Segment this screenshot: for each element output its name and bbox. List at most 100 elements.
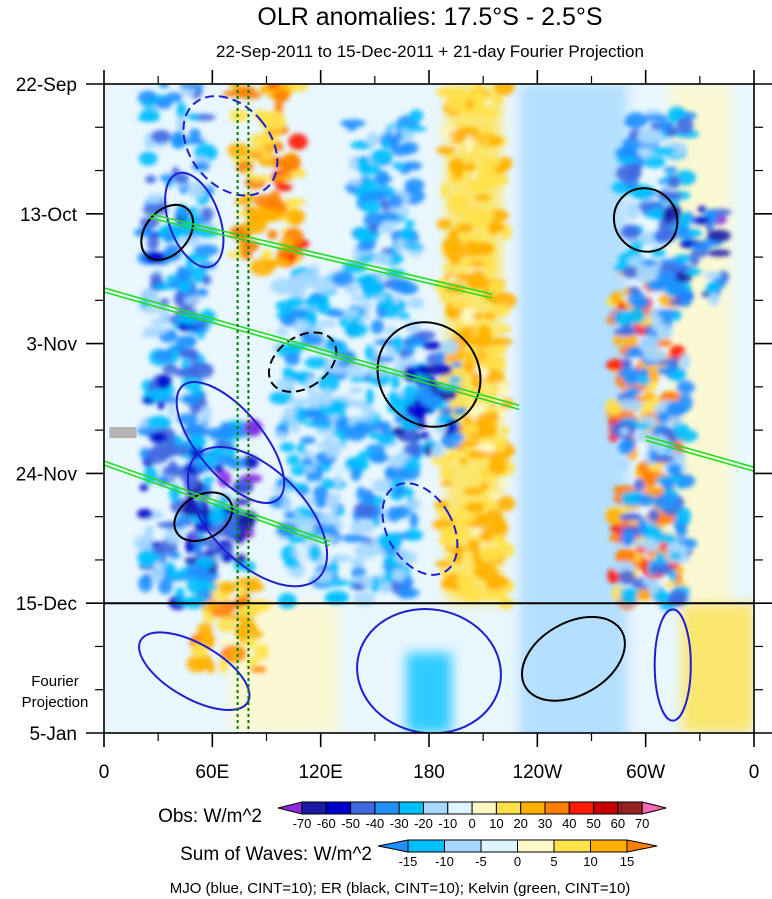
olr-cell [316, 298, 331, 315]
olr-cell [633, 478, 645, 492]
olr-cell [372, 356, 396, 363]
olr-cell [666, 280, 686, 296]
olr-cell [703, 271, 722, 279]
olr-cell [292, 319, 310, 333]
olr-cell [197, 622, 213, 637]
olr-cell [651, 592, 672, 600]
olr-cell [670, 551, 682, 560]
olr-cell [267, 229, 278, 240]
olr-cell [448, 375, 462, 384]
olr-cell [150, 129, 172, 144]
olr-cell [494, 84, 515, 96]
colorbar-swatch [553, 839, 591, 853]
colorbar-level-label: -30 [390, 816, 409, 831]
olr-cell [156, 521, 181, 529]
olr-cell [164, 92, 183, 103]
colorbar-swatch [520, 801, 546, 815]
olr-cell [497, 479, 510, 487]
olr-cell [386, 506, 402, 522]
olr-cell [676, 381, 695, 394]
olr-cell [441, 339, 459, 355]
olr-cell [354, 542, 379, 559]
olr-cell [281, 497, 292, 514]
olr-cell [692, 216, 710, 225]
olr-cell [484, 368, 505, 384]
olr-cell [167, 399, 176, 418]
colorbar-swatch [325, 801, 352, 815]
olr-cell [642, 537, 661, 552]
olr-cell [284, 559, 301, 569]
olr-cell [328, 494, 339, 513]
x-tick-label: 60W [626, 762, 665, 783]
olr-cell [276, 210, 287, 218]
olr-cell [391, 486, 407, 496]
olr-cell [660, 533, 676, 544]
olr-cell [397, 312, 410, 320]
olr-cell [666, 463, 682, 476]
olr-cell [390, 372, 400, 390]
olr-cell [304, 296, 319, 308]
olr-cell [436, 145, 458, 155]
olr-cell [633, 540, 645, 548]
olr-cell [293, 517, 318, 527]
olr-cell [274, 432, 288, 439]
olr-cell [634, 423, 652, 431]
olr-cell [490, 91, 503, 106]
olr-cell [482, 529, 493, 544]
olr-cell [250, 666, 267, 673]
colorbar-level-label: 20 [513, 816, 527, 831]
olr-cell [674, 474, 696, 488]
olr-cell [282, 367, 293, 378]
olr-cell [620, 224, 641, 240]
olr-cell [464, 501, 486, 513]
olr-cell [486, 136, 503, 147]
olr-cell [350, 557, 365, 568]
olr-cell [314, 422, 333, 430]
olr-cell [434, 560, 452, 568]
olr-cell [392, 568, 407, 582]
colorbar-swatch [447, 801, 473, 815]
olr-cell [616, 398, 642, 406]
olr-cell [152, 545, 166, 555]
colorbar-swatch [301, 801, 327, 815]
colorbar-swatch [495, 801, 522, 815]
olr-cell [246, 145, 267, 154]
olr-cell [399, 348, 409, 359]
olr-cell [398, 577, 409, 595]
olr-cell [406, 297, 425, 310]
olr-cell [279, 441, 296, 453]
olr-cell [689, 228, 702, 238]
olr-cell [317, 513, 340, 525]
er-contour [376, 321, 482, 428]
olr-cell [296, 443, 306, 454]
olr-cell [628, 291, 647, 308]
olr-cell [193, 567, 211, 581]
olr-cell [175, 335, 197, 348]
olr-cell [141, 101, 156, 108]
olr-cell [321, 478, 336, 490]
olr-cell [671, 311, 681, 322]
olr-cell [146, 193, 165, 204]
kelvin-contour [645, 439, 754, 472]
olr-cell [665, 126, 678, 137]
olr-cell [227, 143, 252, 158]
olr-cell [480, 109, 501, 117]
chart-subtitle: 22-Sep-2011 to 15-Dec-2011 + 21-day Four… [216, 42, 644, 61]
olr-cell [621, 358, 632, 370]
colorbar-level-label: -10 [438, 816, 457, 831]
olr-cell [356, 486, 366, 502]
olr-cell [144, 326, 168, 335]
x-tick-label: 60E [195, 762, 229, 783]
olr-cell [474, 194, 491, 201]
olr-cell [175, 271, 191, 283]
projection-label: Fourier [31, 673, 79, 690]
olr-cell [450, 300, 472, 310]
olr-cell [493, 435, 508, 453]
olr-cell [487, 578, 511, 587]
olr-cell [308, 544, 321, 562]
olr-cell [181, 138, 207, 145]
colorbar-level-label: 70 [635, 816, 649, 831]
olr-cell [136, 426, 156, 436]
kelvin-contour [104, 460, 330, 543]
olr-cell [370, 319, 385, 335]
